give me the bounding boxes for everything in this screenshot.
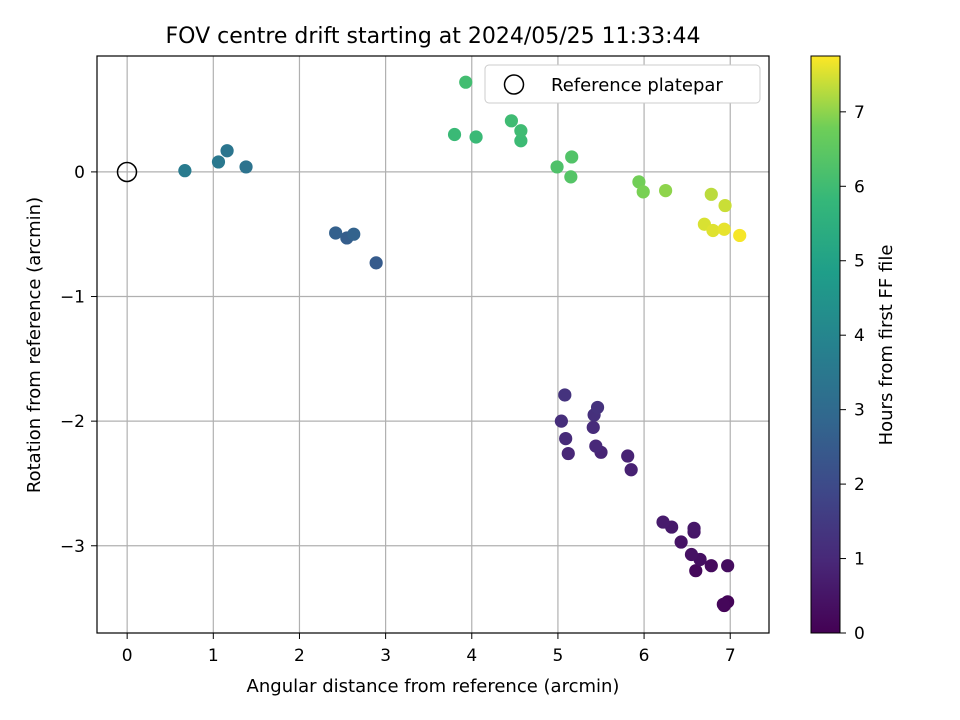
colorbar-tick-label: 7: [854, 103, 865, 123]
colorbar-tick-label: 2: [854, 475, 865, 495]
y-axis-label: Rotation from reference (arcmin): [24, 197, 45, 493]
x-tick-label: 4: [466, 646, 477, 666]
data-point: [469, 130, 483, 144]
x-tick-label: 2: [294, 646, 305, 666]
data-point: [504, 114, 518, 128]
data-point: [369, 256, 383, 270]
data-point: [636, 185, 650, 199]
data-point: [674, 535, 688, 549]
data-point: [590, 400, 605, 415]
data-point: [559, 431, 573, 446]
data-point: [558, 388, 572, 402]
x-axis-label: Angular distance from reference (arcmin): [247, 676, 620, 697]
colorbar-tick-label: 1: [854, 550, 865, 570]
data-point: [718, 198, 732, 213]
data-point: [716, 597, 730, 611]
data-point: [717, 222, 731, 236]
data-point: [564, 170, 578, 184]
colorbar-tick-label: 0: [854, 624, 865, 644]
data-point: [459, 75, 473, 89]
y-tick-label: −1: [60, 288, 85, 308]
data-point: [554, 414, 568, 428]
data-point: [589, 439, 603, 453]
grid-lines: [97, 56, 769, 633]
data-point: [220, 144, 234, 158]
data-point: [721, 559, 735, 573]
data-point: [447, 127, 462, 142]
colorbar-tick-label: 3: [854, 401, 865, 421]
data-point: [704, 187, 718, 201]
data-point: [689, 564, 703, 578]
data-point: [178, 164, 192, 178]
colorbar-label: Hours from first FF file: [876, 245, 897, 446]
x-axis-ticks: 0 1 2 3 4 5 6 7: [122, 633, 736, 666]
data-point: [586, 420, 600, 434]
colorbar-tick-label: 6: [854, 177, 865, 197]
reference-platepar-marker: [116, 161, 138, 183]
data-point: [656, 515, 670, 529]
data-point: [659, 183, 673, 198]
data-point: [704, 559, 718, 573]
x-tick-label: 7: [725, 646, 736, 666]
colorbar-tick-label: 4: [854, 326, 865, 346]
data-point: [211, 155, 226, 169]
x-tick-label: 6: [639, 646, 650, 666]
colorbar-tick-label: 5: [854, 252, 865, 272]
data-point: [733, 228, 747, 243]
data-points: [178, 75, 747, 613]
y-tick-label: 0: [74, 163, 85, 183]
data-point: [687, 521, 701, 535]
data-point: [706, 223, 720, 238]
x-tick-label: 1: [208, 646, 219, 666]
y-axis-ticks: 0 −1 −2 −3: [60, 163, 97, 557]
colorbar: 0 1 2 3 4 5 6 7 Hours from first FF file: [810, 55, 897, 644]
data-point: [632, 175, 646, 189]
x-tick-label: 3: [380, 646, 391, 666]
data-point: [329, 226, 343, 240]
x-tick-label: 5: [553, 646, 564, 666]
data-point: [565, 150, 579, 164]
data-point: [514, 134, 528, 148]
data-point: [239, 160, 253, 174]
legend: Reference platepar: [484, 64, 761, 104]
data-point: [347, 227, 361, 241]
data-point: [561, 446, 575, 461]
legend-reference-label: Reference platepar: [551, 75, 723, 96]
data-point: [550, 160, 564, 174]
x-tick-label: 0: [122, 646, 133, 666]
legend-reference-marker: [503, 74, 525, 95]
chart-title: FOV centre drift starting at 2024/05/25 …: [166, 24, 701, 49]
plot-frame: [96, 55, 770, 634]
legend-box: [484, 64, 761, 104]
data-point: [514, 124, 528, 138]
y-tick-label: −2: [60, 412, 85, 432]
y-tick-label: −3: [60, 537, 85, 557]
data-point: [624, 463, 638, 477]
colorbar-gradient: [810, 55, 841, 634]
data-point: [621, 449, 635, 463]
colorbar-ticks: 0 1 2 3 4 5 6 7: [840, 103, 865, 644]
data-point: [684, 547, 699, 562]
